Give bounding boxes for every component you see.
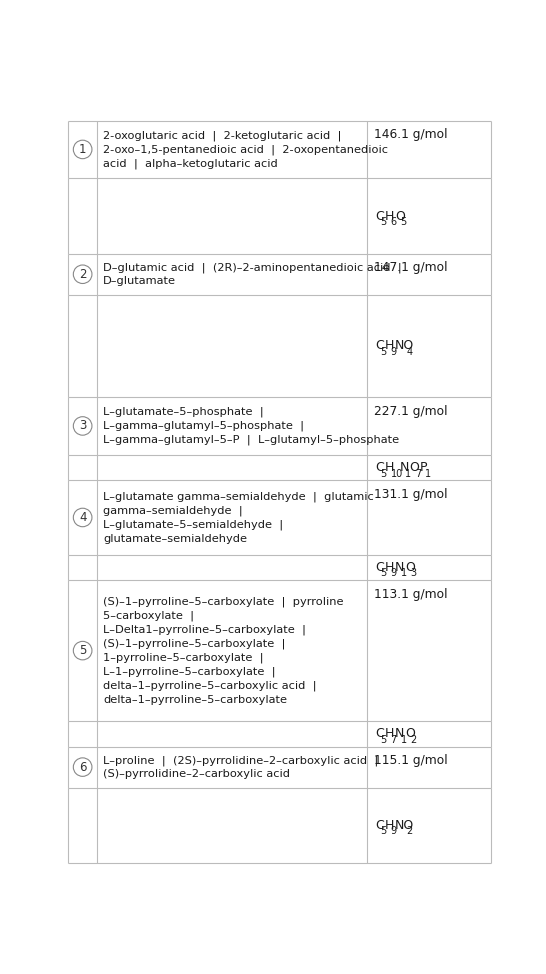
Text: N: N xyxy=(399,461,409,474)
Text: (S)–1–pyrroline–5–carboxylate  |  pyrroline
5–carboxylate  |
L–Delta1–pyrroline–: (S)–1–pyrroline–5–carboxylate | pyrrolin… xyxy=(103,596,343,705)
Text: 131.1 g/mol: 131.1 g/mol xyxy=(374,488,448,501)
Text: 5: 5 xyxy=(381,569,387,579)
Text: 1: 1 xyxy=(425,468,431,478)
Text: 10: 10 xyxy=(390,468,403,478)
Ellipse shape xyxy=(73,265,92,283)
Text: 146.1 g/mol: 146.1 g/mol xyxy=(374,129,448,141)
Text: 2: 2 xyxy=(79,268,86,281)
Text: H: H xyxy=(385,819,394,832)
Text: 9: 9 xyxy=(390,826,397,837)
Text: C: C xyxy=(375,728,384,740)
Text: 2: 2 xyxy=(406,826,412,837)
Text: O: O xyxy=(395,209,405,222)
Text: H: H xyxy=(385,561,394,574)
Text: C: C xyxy=(375,461,384,474)
Text: 3: 3 xyxy=(79,420,86,432)
Text: L–glutamate–5–phosphate  |
L–gamma–glutamyl–5–phosphate  |
L–gamma–glutamyl–5–P : L–glutamate–5–phosphate | L–gamma–glutam… xyxy=(103,406,399,445)
Text: C: C xyxy=(375,209,384,222)
Text: NO: NO xyxy=(395,339,414,353)
Text: 5: 5 xyxy=(79,644,86,657)
Text: 227.1 g/mol: 227.1 g/mol xyxy=(374,404,448,418)
Text: 2-oxoglutaric acid  |  2-ketoglutaric acid  |
2-oxo–1,5-pentanedioic acid  |  2-: 2-oxoglutaric acid | 2-ketoglutaric acid… xyxy=(103,131,388,169)
Text: C: C xyxy=(375,561,384,574)
Text: 113.1 g/mol: 113.1 g/mol xyxy=(374,587,448,601)
Ellipse shape xyxy=(73,641,92,659)
Text: 1: 1 xyxy=(401,734,407,745)
Text: O: O xyxy=(405,561,415,574)
Text: 5: 5 xyxy=(381,826,387,837)
Text: 4: 4 xyxy=(406,347,412,356)
Text: 2: 2 xyxy=(411,734,417,745)
Text: 1: 1 xyxy=(401,569,407,579)
Text: 5: 5 xyxy=(381,468,387,478)
Text: P: P xyxy=(419,461,427,474)
Text: 1: 1 xyxy=(405,468,411,478)
Text: 3: 3 xyxy=(411,569,417,579)
Ellipse shape xyxy=(73,140,92,159)
Text: N: N xyxy=(395,728,405,740)
Text: C: C xyxy=(375,339,384,353)
Text: 9: 9 xyxy=(390,347,397,356)
Text: N: N xyxy=(395,561,405,574)
Text: 7: 7 xyxy=(415,468,422,478)
Text: 6: 6 xyxy=(390,217,397,227)
Text: 1: 1 xyxy=(79,143,86,156)
Ellipse shape xyxy=(73,417,92,435)
Text: 5: 5 xyxy=(381,217,387,227)
Text: L–proline  |  (2S)–pyrrolidine–2–carboxylic acid  |
(S)–pyrrolidine–2–carboxylic: L–proline | (2S)–pyrrolidine–2–carboxyli… xyxy=(103,755,378,779)
Text: 5: 5 xyxy=(401,217,407,227)
Text: 4: 4 xyxy=(79,511,86,524)
Text: H: H xyxy=(385,339,394,353)
Text: NO: NO xyxy=(395,819,414,832)
Text: H: H xyxy=(385,209,394,222)
Text: 5: 5 xyxy=(381,347,387,356)
Text: O: O xyxy=(410,461,419,474)
Text: 147.1 g/mol: 147.1 g/mol xyxy=(374,261,448,275)
Ellipse shape xyxy=(73,758,92,776)
Text: H: H xyxy=(385,728,394,740)
Text: 5: 5 xyxy=(381,734,387,745)
Text: 115.1 g/mol: 115.1 g/mol xyxy=(374,754,448,768)
Text: O: O xyxy=(405,728,415,740)
Text: L–glutamate gamma–semialdehyde  |  glutamic
gamma–semialdehyde  |
L–glutamate–5–: L–glutamate gamma–semialdehyde | glutami… xyxy=(103,491,373,543)
Text: H: H xyxy=(385,461,394,474)
Ellipse shape xyxy=(73,508,92,527)
Text: C: C xyxy=(375,819,384,832)
Text: 9: 9 xyxy=(390,569,397,579)
Text: D–glutamic acid  |  (2R)–2-aminopentanedioic acid  |
D–glutamate: D–glutamic acid | (2R)–2-aminopentanedio… xyxy=(103,262,402,286)
Text: 7: 7 xyxy=(390,734,397,745)
Text: 6: 6 xyxy=(79,761,86,773)
